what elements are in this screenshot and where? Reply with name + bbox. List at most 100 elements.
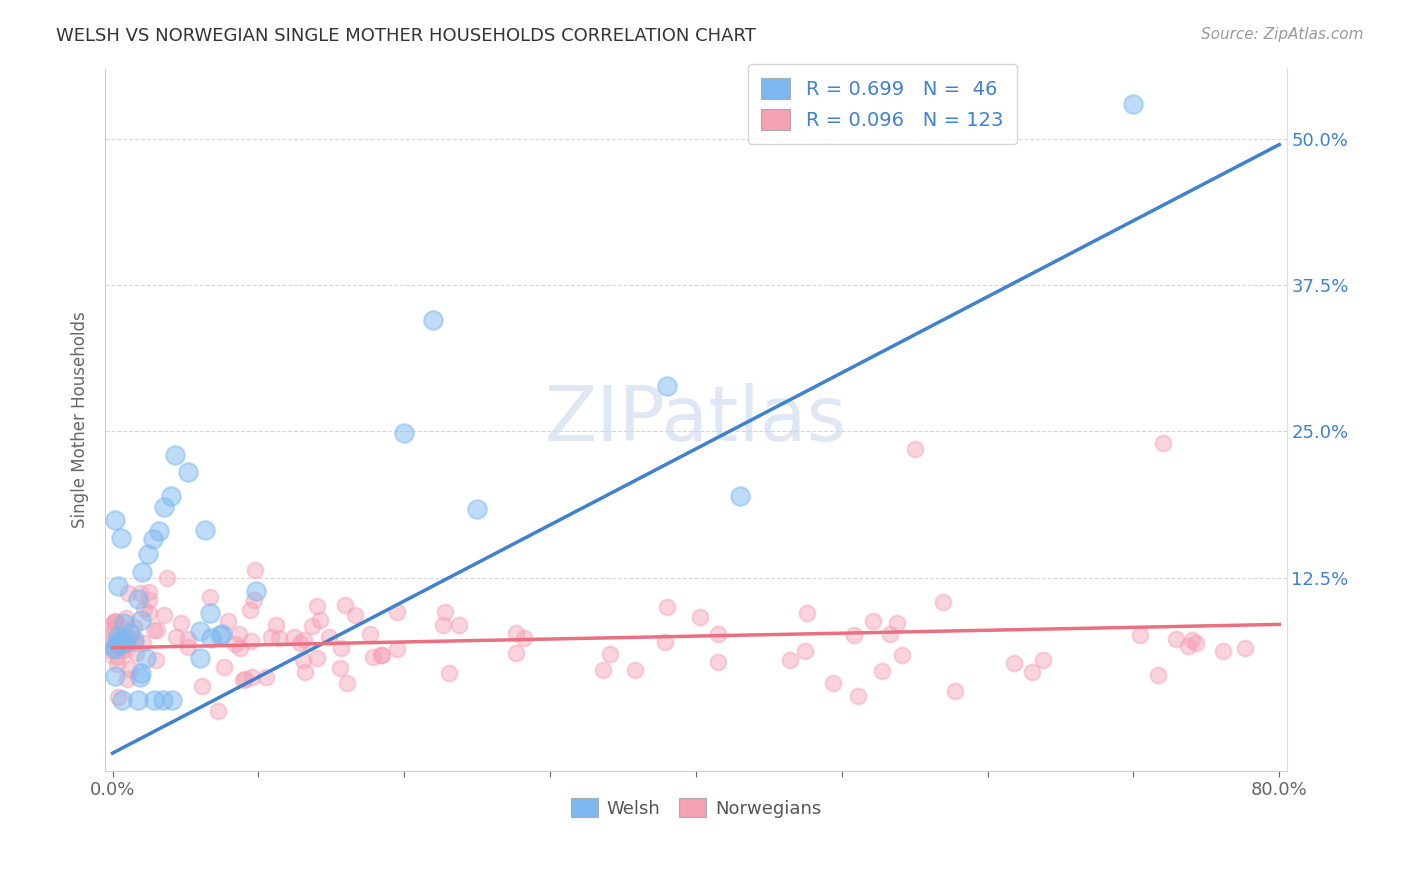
Point	[177, 632, 200, 646]
Point	[107, 690, 129, 704]
Point	[107, 629, 129, 643]
Point	[104, 512, 127, 526]
Point	[260, 630, 283, 644]
Point	[228, 641, 250, 656]
Point	[224, 637, 246, 651]
Point	[359, 627, 381, 641]
Point	[120, 662, 142, 676]
Point	[513, 631, 536, 645]
Point	[198, 607, 221, 621]
Point	[254, 670, 277, 684]
Point	[385, 605, 408, 619]
Point	[110, 629, 132, 643]
Point	[706, 655, 728, 669]
Point	[107, 632, 129, 647]
Point	[188, 651, 211, 665]
Point	[114, 632, 136, 646]
Point	[214, 659, 236, 673]
Point	[1129, 628, 1152, 642]
Point	[103, 641, 125, 656]
Point	[104, 615, 127, 629]
Point	[170, 615, 193, 630]
Point	[1152, 436, 1174, 450]
Point	[344, 607, 367, 622]
Point	[131, 565, 153, 579]
Point	[239, 603, 262, 617]
Point	[177, 465, 200, 479]
Point	[943, 684, 966, 698]
Point	[371, 648, 394, 662]
Point	[177, 640, 200, 655]
Point	[115, 636, 138, 650]
Point	[105, 637, 128, 651]
Point	[145, 653, 167, 667]
Point	[110, 531, 132, 545]
Point	[655, 600, 678, 615]
Point	[245, 563, 267, 577]
Point	[243, 593, 266, 607]
Point	[728, 489, 751, 503]
Point	[794, 644, 817, 658]
Point	[131, 613, 153, 627]
Point	[193, 523, 215, 537]
Point	[110, 632, 132, 647]
Point	[385, 642, 408, 657]
Point	[862, 614, 884, 628]
Point	[1166, 632, 1188, 646]
Point	[108, 640, 131, 655]
Point	[848, 689, 870, 703]
Point	[505, 626, 527, 640]
Point	[108, 640, 131, 655]
Point	[870, 664, 893, 678]
Point	[292, 633, 315, 648]
Point	[1233, 640, 1256, 655]
Point	[301, 619, 323, 633]
Point	[165, 630, 187, 644]
Point	[422, 313, 444, 327]
Point	[117, 586, 139, 600]
Point	[264, 617, 287, 632]
Point	[138, 592, 160, 607]
Point	[145, 624, 167, 638]
Point	[135, 651, 157, 665]
Point	[103, 635, 125, 649]
Point	[267, 631, 290, 645]
Point	[132, 636, 155, 650]
Point	[115, 611, 138, 625]
Point	[654, 635, 676, 649]
Point	[904, 442, 927, 456]
Point	[779, 653, 801, 667]
Point	[127, 693, 149, 707]
Point	[118, 625, 141, 640]
Point	[891, 648, 914, 662]
Point	[188, 624, 211, 638]
Point	[432, 617, 454, 632]
Point	[283, 630, 305, 644]
Point	[305, 650, 328, 665]
Point	[707, 627, 730, 641]
Point	[844, 628, 866, 642]
Point	[132, 602, 155, 616]
Point	[104, 637, 127, 651]
Point	[1021, 665, 1043, 679]
Point	[105, 648, 128, 663]
Point	[294, 665, 316, 679]
Point	[599, 647, 621, 661]
Point	[122, 620, 145, 634]
Point	[124, 635, 146, 649]
Point	[209, 627, 232, 641]
Point	[111, 693, 134, 707]
Point	[288, 636, 311, 650]
Point	[1212, 644, 1234, 658]
Point	[165, 448, 187, 462]
Point	[211, 627, 233, 641]
Point	[136, 547, 159, 561]
Point	[143, 623, 166, 637]
Point	[335, 676, 357, 690]
Point	[148, 524, 170, 538]
Point	[160, 489, 183, 503]
Point	[329, 640, 352, 655]
Point	[305, 599, 328, 614]
Point	[932, 595, 955, 609]
Point	[118, 632, 141, 646]
